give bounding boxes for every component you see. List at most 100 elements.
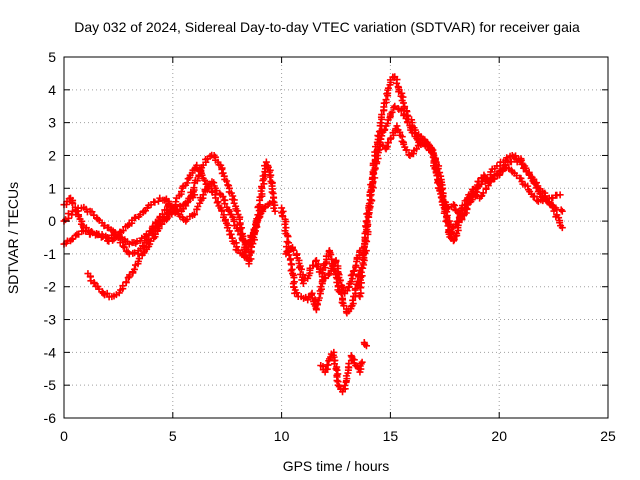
data-point <box>450 201 458 209</box>
data-point <box>444 204 452 212</box>
data-point <box>437 190 445 198</box>
data-point <box>252 220 260 228</box>
data-point <box>532 179 540 187</box>
data-point <box>297 265 305 273</box>
data-point <box>362 247 370 255</box>
data-point <box>343 287 351 295</box>
plot-frame <box>63 56 609 419</box>
data-point <box>363 237 371 245</box>
data-point <box>384 139 392 147</box>
x-tick-label: 20 <box>491 428 507 444</box>
data-point <box>284 233 292 241</box>
y-tick-label: -2 <box>44 279 57 295</box>
y-tick-label: 4 <box>48 82 56 98</box>
data-point <box>378 132 386 140</box>
data-point <box>358 272 366 280</box>
data-point <box>349 355 357 363</box>
data-point <box>131 214 139 222</box>
data-point <box>82 227 90 235</box>
data-point <box>198 171 206 179</box>
data-point <box>214 198 222 206</box>
data-point <box>69 199 77 207</box>
chart-title: Day 032 of 2024, Sidereal Day-to-day VTE… <box>74 19 580 35</box>
data-point <box>333 377 341 385</box>
data-point <box>430 151 438 159</box>
data-point <box>431 165 439 173</box>
data-point <box>431 157 439 165</box>
data-point <box>281 220 289 228</box>
data-point <box>268 188 276 196</box>
data-point <box>304 296 312 304</box>
data-point <box>332 257 340 265</box>
data-point <box>73 207 81 215</box>
data-point <box>119 227 127 235</box>
data-point <box>556 191 564 199</box>
data-point <box>201 176 209 184</box>
data-point <box>479 189 487 197</box>
data-point <box>290 246 298 254</box>
data-point <box>151 198 159 206</box>
data-point <box>163 214 171 222</box>
data-point <box>324 271 332 279</box>
data-point <box>247 255 255 263</box>
data-point <box>454 208 462 216</box>
y-tick-label: 3 <box>48 115 56 131</box>
data-point <box>450 236 458 244</box>
data-point <box>517 174 525 182</box>
data-point <box>413 134 421 142</box>
data-point <box>130 265 138 273</box>
data-point <box>323 361 331 369</box>
y-tick-label: -4 <box>44 344 57 360</box>
data-point <box>190 210 198 218</box>
data-point <box>369 168 377 176</box>
data-point <box>447 229 455 237</box>
data-point <box>191 191 199 199</box>
data-point <box>224 206 232 214</box>
data-point <box>286 256 294 264</box>
data-point <box>463 199 471 207</box>
data-point <box>193 177 201 185</box>
data-point <box>155 224 163 232</box>
data-point <box>327 251 335 259</box>
data-point <box>364 209 372 217</box>
data-point <box>439 197 447 205</box>
data-point <box>269 197 277 205</box>
data-point <box>402 114 410 122</box>
data-point <box>64 210 72 218</box>
data-point <box>371 164 379 172</box>
data-point <box>428 148 436 156</box>
data-point <box>377 119 385 127</box>
data-point <box>199 191 207 199</box>
data-point <box>393 122 401 130</box>
data-point <box>381 125 389 133</box>
data-point <box>309 261 317 269</box>
data-point <box>271 207 279 215</box>
data-point <box>233 207 241 215</box>
data-point <box>285 239 293 247</box>
data-point <box>249 233 257 241</box>
data-point <box>399 99 407 107</box>
data-point <box>361 234 369 242</box>
y-tick-label: 0 <box>48 213 56 229</box>
data-point <box>223 177 231 185</box>
data-point <box>255 214 263 222</box>
data-point <box>366 192 374 200</box>
data-point <box>350 267 358 275</box>
data-marks <box>60 73 566 396</box>
y-tick-label: -6 <box>44 410 57 426</box>
data-point <box>260 204 268 212</box>
data-point <box>244 245 252 253</box>
y-tick-label: -3 <box>44 312 57 328</box>
data-point <box>371 174 379 182</box>
data-point <box>550 207 558 215</box>
data-point <box>120 243 128 251</box>
data-point <box>456 214 464 222</box>
data-point <box>183 179 191 187</box>
data-point <box>475 178 483 186</box>
data-point <box>403 146 411 154</box>
data-point <box>103 289 111 297</box>
data-point <box>356 283 364 291</box>
data-point <box>424 140 432 148</box>
